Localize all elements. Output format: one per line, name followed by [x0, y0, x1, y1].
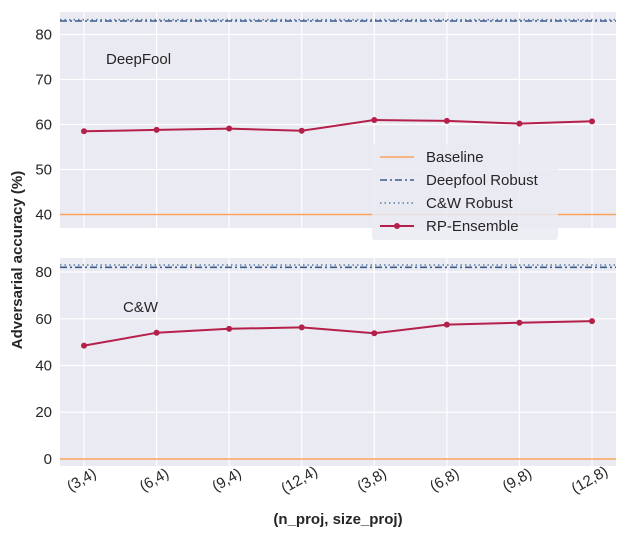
- cw-rp-ensemble-point: [298, 324, 305, 331]
- x-tick-label: (9,8): [500, 465, 535, 495]
- deepfool-rp-ensemble-point: [516, 120, 523, 127]
- cw-rp-ensemble-point: [516, 319, 523, 326]
- cw-rp-ensemble-point: [371, 330, 378, 337]
- x-tick-label: (12,8): [569, 463, 611, 497]
- cw-rp-ensemble-line: [83, 320, 593, 347]
- x-tick-label: (9,4): [209, 465, 244, 495]
- legend-cw-robust-label: C&W Robust: [426, 195, 514, 212]
- cw-rp-ensemble-point: [226, 325, 233, 332]
- cw-rp-ensemble-point: [153, 329, 160, 336]
- legend-baseline-label: Baseline: [426, 149, 484, 166]
- x-tick-labels: (3,4) (6,4) (9,4) (12,4) (3,8) (6,8) (9,8) (12,…: [64, 463, 611, 497]
- deepfool-y-tick-label: 50: [35, 162, 52, 179]
- cw-rp-ensemble-point: [81, 342, 87, 349]
- deepfool-y-tick-label: 70: [35, 72, 52, 89]
- x-tick-label: (12,4): [278, 463, 320, 497]
- x-tick-label: (6,4): [137, 465, 172, 495]
- cw-plot-area: [60, 258, 616, 466]
- cw-y-tick-label: 40: [35, 358, 52, 375]
- deepfool-rp-ensemble-point: [443, 117, 450, 124]
- deepfool-rp-ensemble-line: [83, 119, 593, 133]
- deepfool-annotation: DeepFool: [106, 51, 171, 68]
- y-axis-label: Adversarial accuracy (%): [9, 171, 26, 349]
- legend: Baseline Deepfool Robust C&W Robust RP-E…: [372, 144, 558, 240]
- deepfool-rp-ensemble-point: [298, 127, 305, 134]
- deepfool-rp-ensemble-point: [371, 117, 378, 123]
- cw-y-tick-label: 80: [35, 264, 52, 281]
- deepfool-y-tick-label: 80: [35, 27, 52, 44]
- cw-panel: 0 20 40 60 80: [35, 258, 616, 468]
- deepfool-y-tick-label: 60: [35, 117, 52, 134]
- cw-y-tick-label: 60: [35, 311, 52, 328]
- cw-y-tick-label: 20: [35, 404, 52, 421]
- x-tick-label: (3,4): [64, 465, 99, 495]
- legend-deepfool-robust-label: Deepfool Robust: [426, 172, 539, 189]
- deepfool-rp-ensemble-point: [589, 118, 595, 125]
- cw-rp-ensemble-point: [443, 321, 450, 328]
- cw-annotation: C&W: [123, 299, 159, 316]
- legend-rp-ensemble-marker: [394, 223, 400, 229]
- deepfool-rp-ensemble-point: [81, 128, 87, 135]
- deepfool-panel: 40 50 60 70 80: [35, 12, 616, 228]
- legend-rp-ensemble-label: RP-Ensemble: [426, 218, 519, 235]
- deepfool-y-tick-label: 40: [35, 207, 52, 224]
- x-axis-label: (n_proj, size_proj): [273, 511, 402, 528]
- cw-y-tick-label: 0: [44, 451, 52, 468]
- deepfool-rp-ensemble-point: [153, 126, 160, 133]
- deepfool-rp-ensemble-point: [226, 125, 233, 132]
- x-tick-label: (3,8): [354, 465, 389, 495]
- x-tick-label: (6,8): [427, 465, 462, 495]
- cw-rp-ensemble-point: [589, 318, 595, 325]
- legend-box: [372, 144, 558, 240]
